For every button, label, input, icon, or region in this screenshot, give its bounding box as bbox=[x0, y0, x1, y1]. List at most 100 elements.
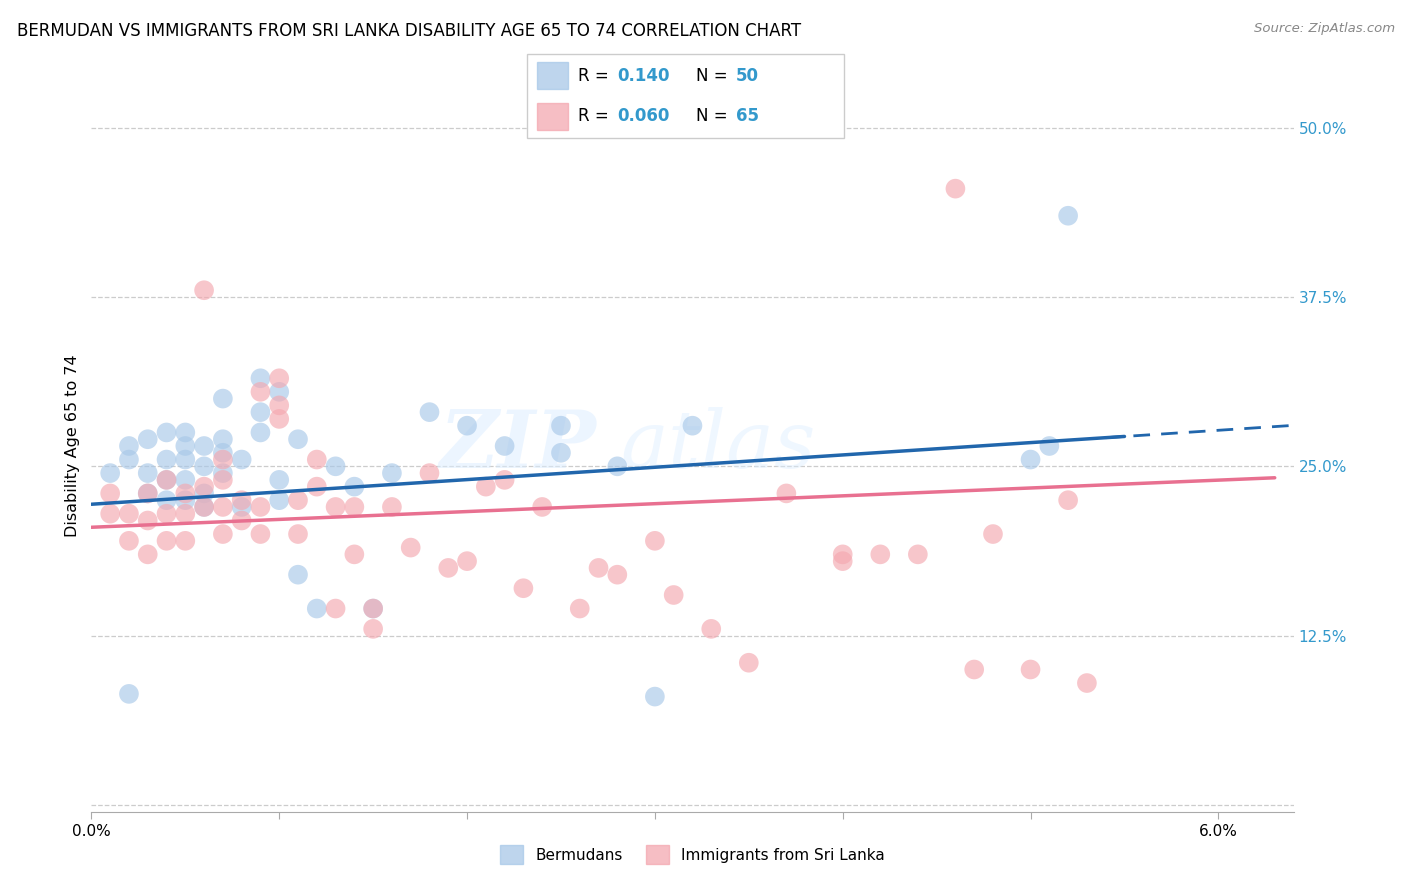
Text: atlas: atlas bbox=[620, 408, 815, 484]
Point bbox=[193, 480, 215, 494]
Point bbox=[212, 432, 235, 446]
Point bbox=[174, 533, 197, 548]
Point bbox=[98, 466, 121, 480]
Point bbox=[343, 547, 366, 561]
Point bbox=[249, 500, 271, 514]
Point bbox=[361, 622, 384, 636]
Point bbox=[212, 452, 235, 467]
Text: N =: N = bbox=[696, 107, 734, 125]
Point bbox=[155, 473, 177, 487]
Point bbox=[155, 533, 177, 548]
Point bbox=[155, 493, 177, 508]
Point bbox=[738, 656, 761, 670]
Point bbox=[494, 439, 516, 453]
Point bbox=[249, 425, 271, 440]
Point bbox=[494, 473, 516, 487]
Text: R =: R = bbox=[578, 107, 614, 125]
Point bbox=[644, 533, 666, 548]
Legend: Bermudans, Immigrants from Sri Lanka: Bermudans, Immigrants from Sri Lanka bbox=[494, 839, 891, 870]
Point bbox=[475, 480, 498, 494]
Point bbox=[269, 384, 291, 399]
Point bbox=[361, 601, 384, 615]
Point bbox=[381, 500, 404, 514]
Point bbox=[193, 500, 215, 514]
Point bbox=[269, 493, 291, 508]
Point bbox=[136, 514, 159, 528]
Point bbox=[193, 486, 215, 500]
Point bbox=[681, 418, 703, 433]
Point bbox=[193, 439, 215, 453]
Point bbox=[1019, 663, 1042, 677]
Point bbox=[212, 500, 235, 514]
Point bbox=[287, 493, 309, 508]
Text: R =: R = bbox=[578, 67, 614, 85]
Point bbox=[155, 452, 177, 467]
Point bbox=[118, 452, 141, 467]
Point bbox=[1038, 439, 1060, 453]
Point bbox=[212, 466, 235, 480]
Point bbox=[193, 500, 215, 514]
Point bbox=[606, 567, 628, 582]
Point bbox=[907, 547, 929, 561]
Point bbox=[212, 392, 235, 406]
Point bbox=[831, 554, 853, 568]
Point bbox=[568, 601, 591, 615]
Point bbox=[287, 432, 309, 446]
Point bbox=[98, 486, 121, 500]
Point bbox=[1057, 209, 1080, 223]
Point bbox=[136, 486, 159, 500]
FancyBboxPatch shape bbox=[527, 54, 844, 138]
Point bbox=[155, 473, 177, 487]
Point bbox=[231, 500, 253, 514]
Point bbox=[325, 459, 347, 474]
Point bbox=[269, 398, 291, 412]
Point bbox=[869, 547, 891, 561]
Point bbox=[287, 567, 309, 582]
Point bbox=[174, 439, 197, 453]
Point bbox=[269, 412, 291, 426]
Point bbox=[606, 459, 628, 474]
Text: 0.060: 0.060 bbox=[617, 107, 669, 125]
Point bbox=[155, 507, 177, 521]
Point bbox=[1057, 493, 1080, 508]
Point bbox=[981, 527, 1004, 541]
Point bbox=[343, 500, 366, 514]
Point bbox=[231, 514, 253, 528]
Text: 50: 50 bbox=[737, 67, 759, 85]
Point bbox=[437, 561, 460, 575]
Point bbox=[550, 418, 572, 433]
Point bbox=[550, 446, 572, 460]
Point bbox=[136, 432, 159, 446]
Point bbox=[212, 446, 235, 460]
Point bbox=[700, 622, 723, 636]
Point bbox=[662, 588, 685, 602]
Point bbox=[381, 466, 404, 480]
Point bbox=[343, 480, 366, 494]
Text: Source: ZipAtlas.com: Source: ZipAtlas.com bbox=[1254, 22, 1395, 36]
Point bbox=[361, 601, 384, 615]
Text: 0.140: 0.140 bbox=[617, 67, 669, 85]
Point bbox=[456, 554, 478, 568]
Point bbox=[945, 181, 967, 195]
Point bbox=[136, 547, 159, 561]
Point bbox=[456, 418, 478, 433]
Point bbox=[775, 486, 797, 500]
Point bbox=[1076, 676, 1098, 690]
Point bbox=[249, 527, 271, 541]
Point bbox=[269, 473, 291, 487]
Point bbox=[174, 507, 197, 521]
Point bbox=[249, 405, 271, 419]
Point bbox=[644, 690, 666, 704]
Point bbox=[118, 439, 141, 453]
Point bbox=[136, 486, 159, 500]
Point bbox=[118, 533, 141, 548]
Point bbox=[399, 541, 422, 555]
Point bbox=[249, 371, 271, 385]
Point bbox=[212, 473, 235, 487]
Point bbox=[193, 459, 215, 474]
Point bbox=[512, 581, 534, 595]
Bar bbox=[537, 103, 568, 130]
Point bbox=[1019, 452, 1042, 467]
Text: N =: N = bbox=[696, 67, 734, 85]
Point bbox=[831, 547, 853, 561]
